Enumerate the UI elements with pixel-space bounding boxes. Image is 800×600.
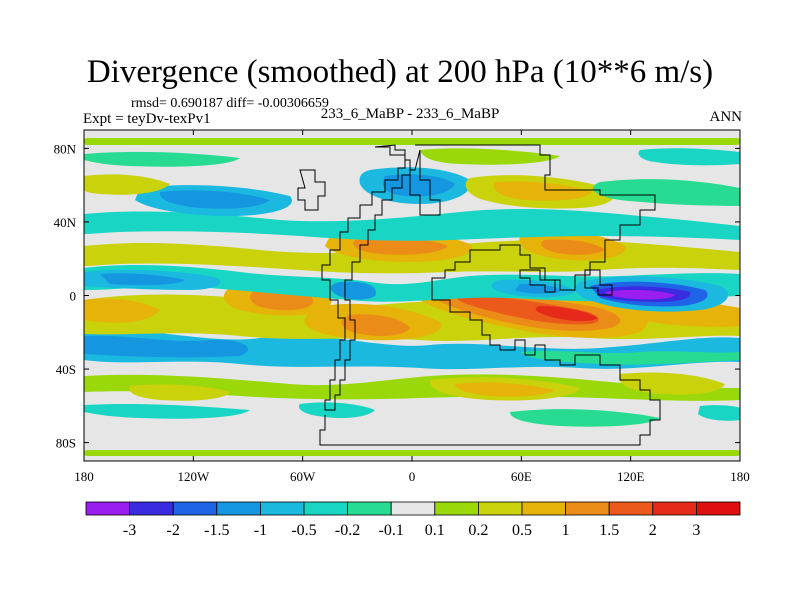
x-tick-label: 180 bbox=[74, 469, 94, 484]
colorbar-box bbox=[129, 501, 174, 516]
y-tick-label: 80N bbox=[54, 141, 77, 156]
x-tick-label: 180 bbox=[730, 469, 750, 484]
colorbar-label: 0.5 bbox=[512, 522, 532, 539]
experiment-label: Expt = teyDv-texPv1 bbox=[83, 111, 211, 127]
colorbar-box bbox=[608, 501, 654, 516]
colorbar-box bbox=[477, 501, 523, 516]
y-tick-label: 40S bbox=[56, 362, 76, 377]
colorbar-box bbox=[172, 501, 218, 516]
divergence-field bbox=[84, 138, 740, 456]
colorbar-box bbox=[696, 501, 741, 516]
colorbar-box bbox=[390, 501, 436, 516]
colorbar-box bbox=[347, 501, 392, 516]
colorbar-label: 3 bbox=[692, 522, 700, 539]
colorbar-box bbox=[652, 501, 697, 516]
y-tick-label: 40N bbox=[54, 215, 77, 230]
colorbar-label: 0.2 bbox=[468, 522, 488, 539]
colorbar-label: 2 bbox=[649, 522, 657, 539]
colorbar-label: -0.5 bbox=[291, 522, 316, 539]
colorbar-box bbox=[565, 501, 610, 516]
case-label: 233_6_MaBP - 233_6_MaBP bbox=[320, 106, 500, 122]
colorbar-label: 1 bbox=[562, 522, 570, 539]
colorbar-label: 1.5 bbox=[599, 522, 619, 539]
x-tick-label: 60E bbox=[511, 469, 532, 484]
colorbar-label: -2 bbox=[167, 522, 180, 539]
y-tick-label: 80S bbox=[56, 436, 76, 451]
continent-outlines bbox=[297, 144, 661, 446]
colorbar-box bbox=[216, 501, 261, 516]
x-tick-label: 120W bbox=[177, 469, 210, 484]
colorbar-label: 0.1 bbox=[425, 522, 445, 539]
colorbar-label: -0.2 bbox=[335, 522, 360, 539]
colorbar-label: -0.1 bbox=[379, 522, 404, 539]
season-label: ANN bbox=[709, 109, 743, 125]
colorbar: -3 -2 -1.5 -1 -0.5 -0.2 -0.1 0.1 0.2 0.5 1 1.5 2 3 bbox=[85, 501, 741, 539]
colorbar-box bbox=[434, 501, 479, 516]
x-tick-label: 120E bbox=[617, 469, 645, 484]
rmsd-diff-stats: rmsd= 0.690187 diff= -0.00306659 bbox=[131, 96, 329, 111]
colorbar-box bbox=[303, 501, 348, 516]
x-tick-label: 60W bbox=[290, 469, 316, 484]
chart-title: Divergence (smoothed) at 200 hPa (10**6 … bbox=[86, 54, 714, 90]
axis-ticks: 180 120W 60W 0 60E 120E 180 80N 40N 0 40S 80S bbox=[54, 130, 750, 484]
colorbar-box bbox=[85, 501, 130, 516]
colorbar-label: -3 bbox=[123, 522, 136, 539]
y-tick-label: 0 bbox=[70, 289, 77, 304]
colorbar-label: -1.5 bbox=[204, 522, 229, 539]
colorbar-box bbox=[259, 501, 305, 516]
colorbar-label: -1 bbox=[254, 522, 267, 539]
colorbar-box bbox=[521, 501, 566, 516]
x-tick-label: 0 bbox=[409, 469, 416, 484]
